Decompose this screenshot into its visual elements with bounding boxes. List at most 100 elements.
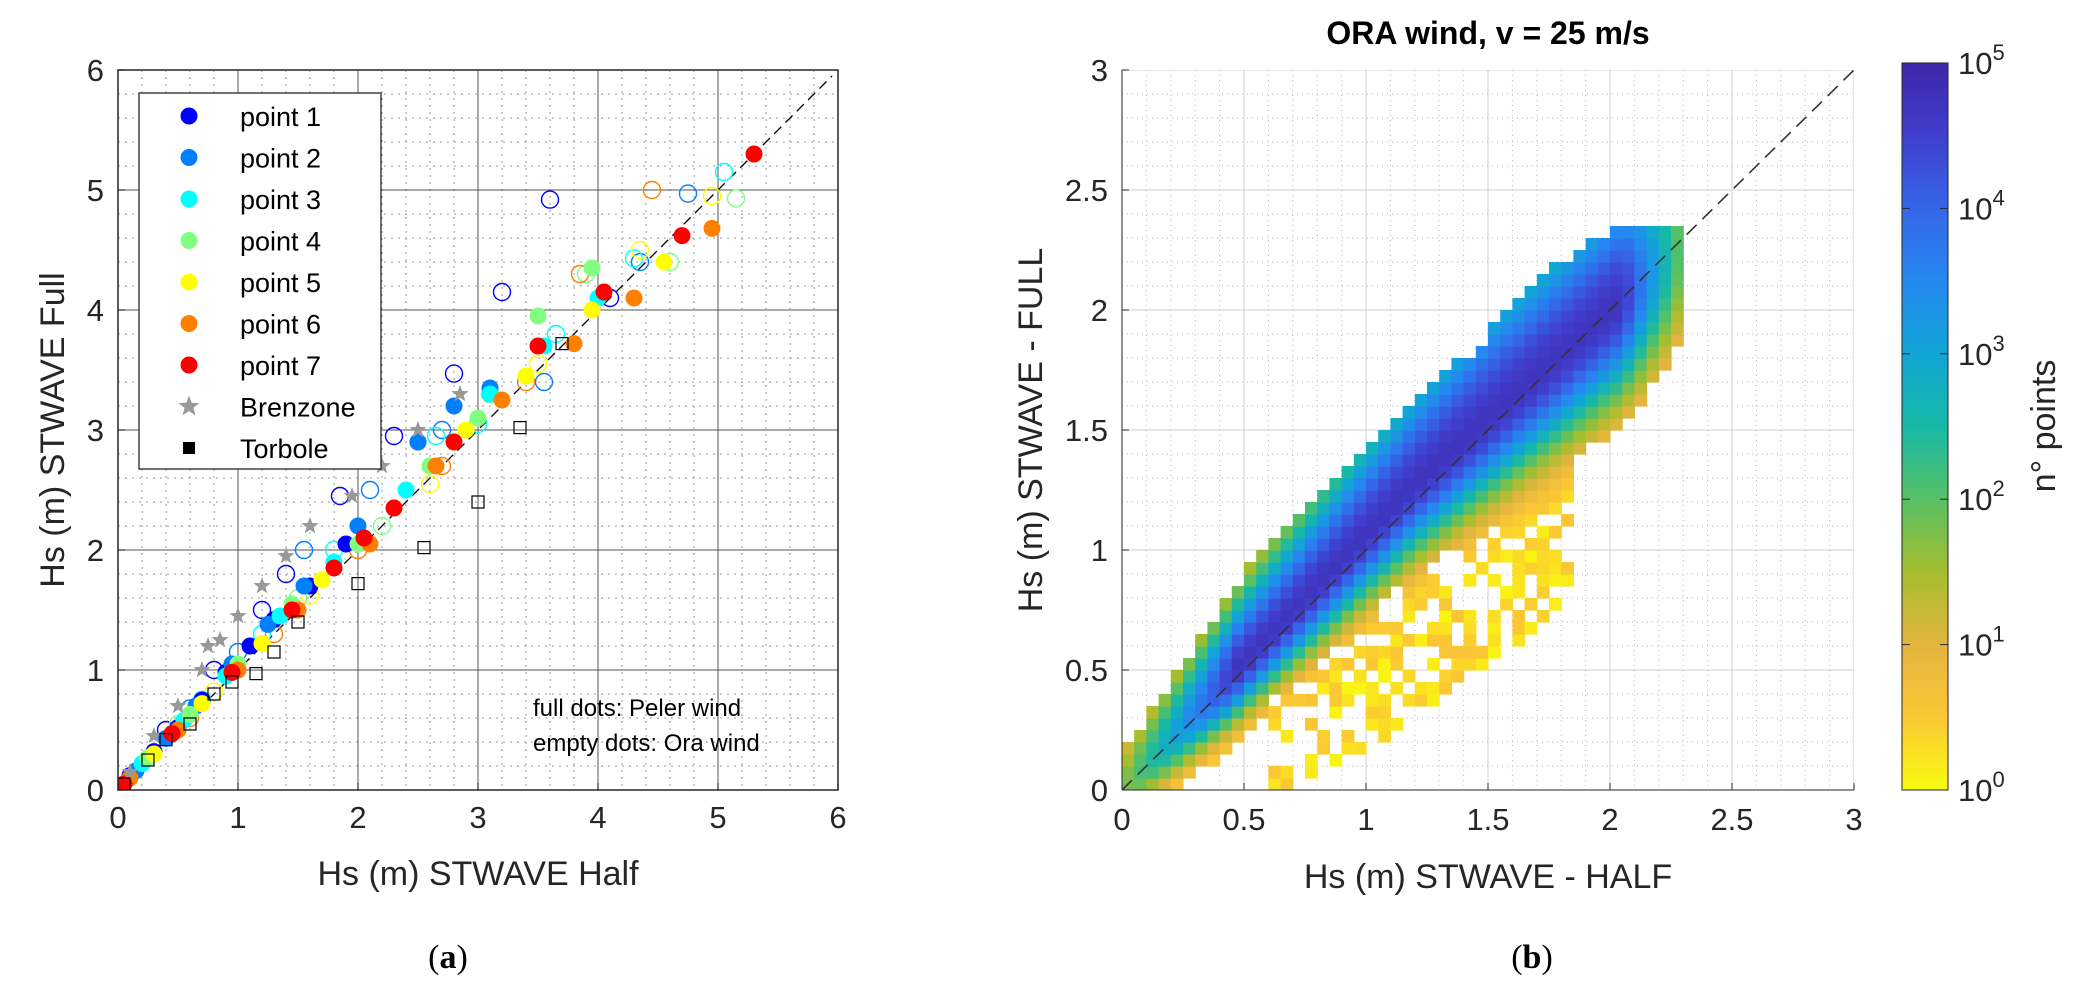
- heatmap-cell: [1536, 430, 1550, 443]
- heatmap-cell: [1402, 550, 1416, 563]
- heatmap-cell: [1488, 322, 1501, 335]
- heatmap-cell: [1610, 334, 1623, 347]
- heatmap-cell: [1439, 586, 1452, 599]
- heatmap-cell: [1512, 502, 1526, 515]
- panel-label-a: (a): [428, 939, 468, 976]
- heatmap-cell: [1463, 394, 1477, 407]
- heatmap-cell: [1170, 706, 1184, 719]
- heatmap-cell: [1402, 586, 1416, 599]
- heatmap-cell: [1610, 394, 1623, 407]
- heatmap-cell: [1634, 334, 1648, 347]
- heatmap-cell: [1463, 526, 1477, 539]
- heatmap-cell: [1292, 622, 1306, 635]
- x-tick-label: 1: [1357, 802, 1374, 837]
- heatmap-cell: [1622, 358, 1635, 371]
- heatmap-cell: [1256, 586, 1269, 599]
- heatmap-cell: [1622, 274, 1635, 287]
- heatmap-cell: [1439, 490, 1452, 503]
- heatmap-cell: [1573, 274, 1587, 287]
- heatmap-cell: [1500, 346, 1513, 359]
- heatmap-cell: [1244, 694, 1257, 707]
- heatmap-cell: [1244, 706, 1257, 719]
- heatmap-cell: [1439, 382, 1452, 395]
- heatmap-cell: [1292, 694, 1306, 707]
- heatmap-cell: [1244, 610, 1257, 623]
- heatmap-cell: [1549, 562, 1562, 575]
- heatmap-cell: [1134, 730, 1147, 743]
- heatmap-cell: [1439, 526, 1452, 539]
- heatmap-cell: [1451, 478, 1465, 491]
- heatmap-cell: [1231, 730, 1245, 743]
- heatmap-cell: [1488, 622, 1501, 635]
- heatmap-cell: [1427, 682, 1440, 695]
- heatmap-cell: [1463, 550, 1477, 563]
- heatmap-cell: [1536, 418, 1550, 431]
- heatmap-cell: [1646, 286, 1660, 299]
- heatmap-cell: [1195, 646, 1208, 659]
- point-brenzone: [373, 457, 391, 474]
- heatmap-cell: [1573, 310, 1587, 323]
- heatmap-cell: [1439, 394, 1452, 407]
- legend-marker-point-1: [180, 107, 198, 125]
- heatmap-cell: [1585, 370, 1599, 383]
- heatmap-cell: [1341, 490, 1355, 503]
- heatmap-cell: [1305, 562, 1318, 575]
- heatmap-cell: [1256, 550, 1269, 563]
- heatmap-cell: [1329, 502, 1343, 515]
- heatmap-cell: [1573, 262, 1587, 275]
- heatmap-cell: [1524, 298, 1538, 311]
- heatmap-cell: [1402, 478, 1416, 491]
- heatmap-cell: [1536, 382, 1550, 395]
- heatmap-cell: [1610, 322, 1623, 335]
- heatmap-cell: [1268, 586, 1282, 599]
- y-tick-label: 3: [1091, 53, 1108, 88]
- panel-label-b: (b): [1511, 939, 1553, 976]
- heatmap-cell: [1268, 574, 1282, 587]
- heatmap-cell: [1512, 634, 1526, 647]
- x-tick-label: 1: [229, 800, 246, 835]
- heatmap-cell: [1634, 310, 1648, 323]
- heatmap-cell: [1475, 442, 1489, 455]
- heatmap-cell: [1317, 610, 1330, 623]
- heatmap-cell: [1634, 346, 1648, 359]
- heatmap-cell: [1524, 322, 1538, 335]
- heatmap-cell: [1378, 670, 1391, 683]
- point-empty-point-1: [444, 364, 464, 383]
- heatmap-cell: [1366, 526, 1379, 539]
- heatmap-cell: [1341, 682, 1355, 695]
- heatmap-cell: [1341, 742, 1355, 755]
- heatmap-cell: [1366, 682, 1379, 695]
- heatmap-cell: [1475, 490, 1489, 503]
- heatmap-cell: [1280, 670, 1294, 683]
- heatmap-cell: [1524, 334, 1538, 347]
- x-tick-label: 0: [109, 800, 126, 835]
- colorbar-ticks: 100 101 102 103 104 105: [1902, 40, 2005, 808]
- heatmap-cell: [1451, 406, 1465, 419]
- point-filled-point-5: [193, 695, 211, 713]
- heatmap-cell: [1280, 526, 1294, 539]
- heatmap-cell: [1549, 286, 1562, 299]
- heatmap-cell: [1524, 310, 1538, 323]
- heatmap-cell: [1536, 478, 1550, 491]
- heatmap-cell: [1439, 634, 1452, 647]
- heatmap-cell: [1585, 298, 1599, 311]
- heatmap-cell: [1329, 598, 1343, 611]
- y-tick-label: 0: [87, 773, 104, 808]
- heatmap-cell: [1207, 682, 1221, 695]
- heatmap-cell: [1183, 670, 1196, 683]
- heatmap-cell: [1402, 442, 1416, 455]
- heatmap-cell: [1524, 538, 1538, 551]
- legend-marker-point-3: [180, 190, 198, 208]
- heatmap-cell: [1414, 694, 1428, 707]
- heatmap-cell: [1463, 358, 1477, 371]
- heatmap-cell: [1549, 370, 1562, 383]
- heatmap-cell: [1183, 658, 1196, 671]
- heatmap-cell: [1329, 526, 1343, 539]
- heatmap-cell: [1610, 418, 1623, 431]
- heatmap-cell: [1475, 466, 1489, 479]
- heatmap-cell: [1451, 538, 1465, 551]
- legend-label-point-3: point 3: [240, 185, 321, 215]
- point-torbole: [417, 540, 431, 555]
- point-filled-point-2: [259, 615, 277, 633]
- heatmap-cell: [1475, 502, 1489, 515]
